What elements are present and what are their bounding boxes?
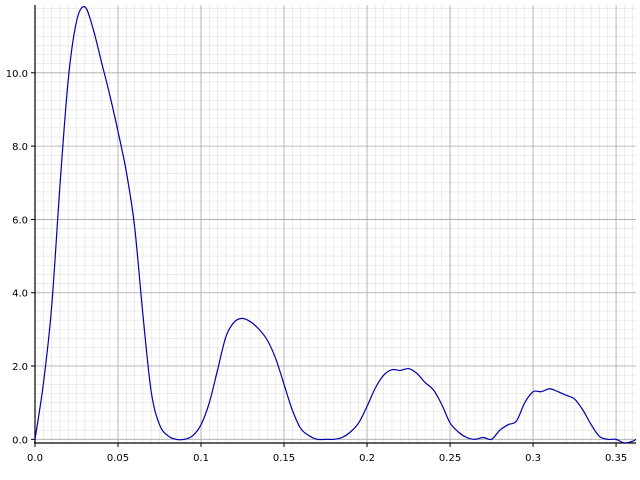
x-tick-label: 0.0 [27,453,43,464]
major-grid [34,5,636,443]
y-tick-label: 4.0 [12,289,28,300]
y-tick-label: 2.0 [12,362,28,373]
x-tick-label: 0.05 [107,453,129,464]
y-tick-label: 10.0 [6,69,28,80]
axes [31,5,636,447]
series-line-signal [34,6,637,444]
x-tick-label: 0.3 [525,453,541,464]
series-layer [34,6,637,444]
x-tick-label: 0.1 [193,453,209,464]
x-tick-label: 0.15 [273,453,295,464]
y-tick-label: 6.0 [12,215,28,226]
x-tick-label: 0.2 [359,453,375,464]
y-tick-label: 0.0 [12,435,28,446]
y-tick-label: 8.0 [12,142,28,153]
x-tick-label: 0.25 [439,453,461,464]
x-tick-label: 0.35 [605,453,627,464]
tick-labels: 0.0 0.05 0.1 0.15 0.2 0.25 0.3 0.35 0.0 2.0 4.0 6.0… [6,69,627,464]
